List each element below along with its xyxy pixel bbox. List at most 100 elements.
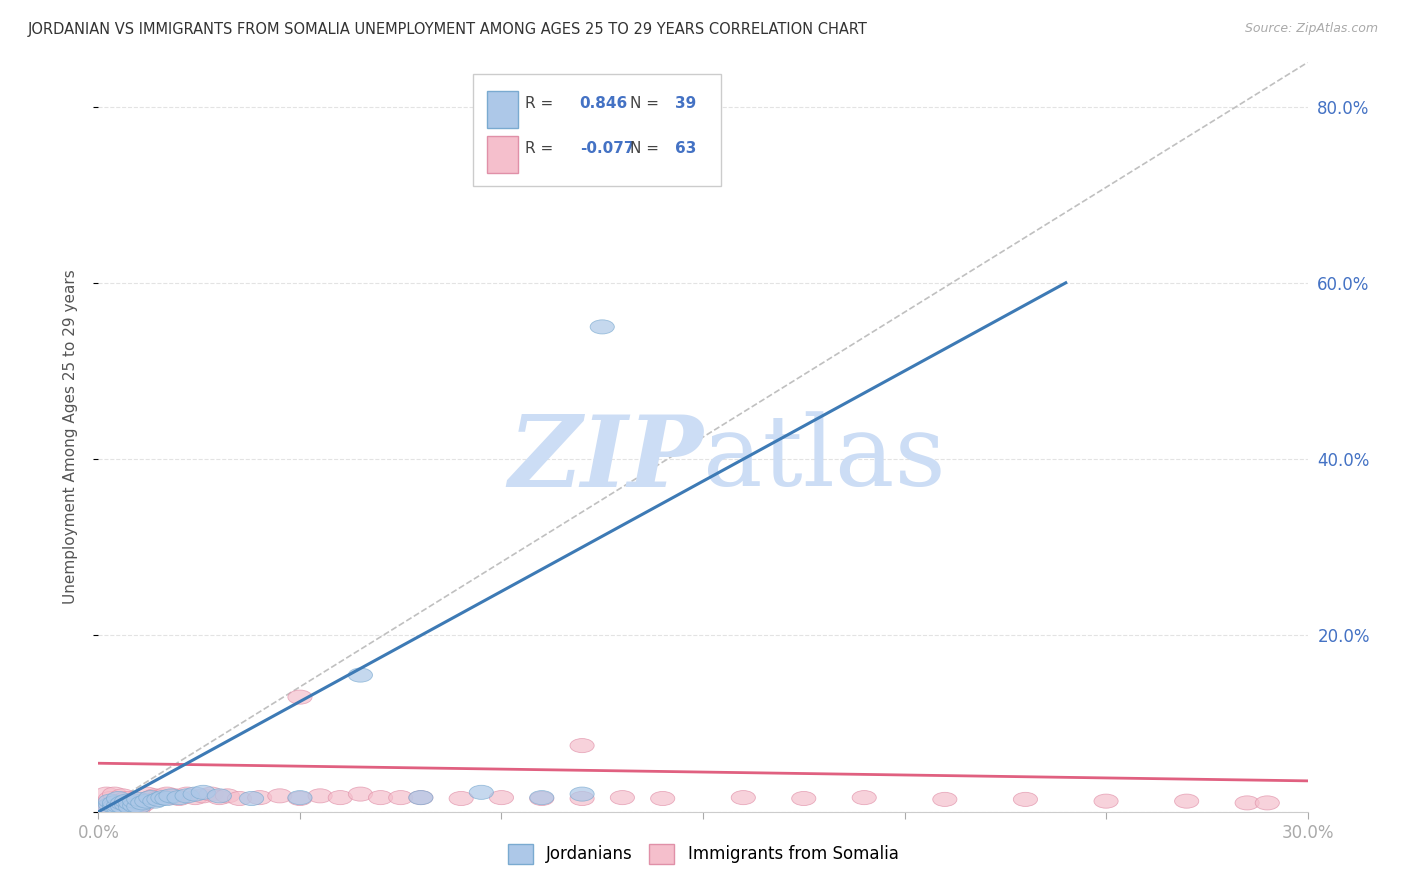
Ellipse shape — [139, 790, 163, 805]
Ellipse shape — [167, 791, 191, 805]
Text: R =: R = — [526, 96, 558, 112]
Y-axis label: Unemployment Among Ages 25 to 29 years: Unemployment Among Ages 25 to 29 years — [63, 269, 77, 605]
Ellipse shape — [98, 800, 122, 814]
Ellipse shape — [207, 789, 232, 803]
Ellipse shape — [98, 794, 122, 808]
Ellipse shape — [228, 791, 252, 805]
Ellipse shape — [98, 791, 122, 805]
Ellipse shape — [792, 791, 815, 805]
Ellipse shape — [191, 785, 215, 799]
Ellipse shape — [388, 790, 413, 805]
Ellipse shape — [150, 790, 174, 805]
Ellipse shape — [308, 789, 332, 803]
Ellipse shape — [569, 787, 595, 801]
Text: 39: 39 — [675, 96, 696, 112]
Ellipse shape — [118, 796, 143, 810]
Ellipse shape — [1234, 796, 1260, 810]
Ellipse shape — [349, 668, 373, 682]
Text: -0.077: -0.077 — [579, 141, 634, 156]
Ellipse shape — [143, 794, 167, 808]
Ellipse shape — [191, 789, 215, 803]
Ellipse shape — [94, 800, 118, 814]
Ellipse shape — [118, 800, 143, 814]
Ellipse shape — [1014, 792, 1038, 806]
FancyBboxPatch shape — [486, 91, 517, 128]
Text: R =: R = — [526, 141, 558, 156]
Ellipse shape — [122, 799, 146, 814]
Ellipse shape — [114, 797, 139, 812]
Ellipse shape — [239, 791, 264, 805]
Ellipse shape — [111, 799, 135, 814]
Ellipse shape — [127, 792, 150, 806]
Ellipse shape — [139, 790, 163, 805]
Ellipse shape — [107, 791, 131, 805]
Text: 63: 63 — [675, 141, 696, 156]
Ellipse shape — [288, 791, 312, 805]
Ellipse shape — [131, 797, 155, 812]
Ellipse shape — [103, 787, 127, 801]
Text: JORDANIAN VS IMMIGRANTS FROM SOMALIA UNEMPLOYMENT AMONG AGES 25 TO 29 YEARS CORR: JORDANIAN VS IMMIGRANTS FROM SOMALIA UNE… — [28, 22, 868, 37]
Ellipse shape — [98, 797, 122, 812]
Ellipse shape — [127, 796, 150, 810]
Ellipse shape — [155, 791, 179, 805]
Ellipse shape — [111, 799, 135, 814]
Ellipse shape — [288, 790, 312, 805]
Ellipse shape — [94, 787, 118, 801]
Ellipse shape — [103, 799, 127, 814]
Ellipse shape — [159, 789, 183, 803]
Ellipse shape — [90, 800, 114, 814]
Ellipse shape — [207, 790, 232, 805]
Ellipse shape — [409, 790, 433, 805]
Ellipse shape — [932, 792, 957, 806]
Ellipse shape — [107, 798, 131, 813]
Ellipse shape — [247, 790, 271, 805]
Ellipse shape — [651, 791, 675, 805]
Ellipse shape — [114, 797, 139, 812]
Ellipse shape — [146, 790, 172, 805]
Ellipse shape — [159, 790, 183, 805]
Text: Source: ZipAtlas.com: Source: ZipAtlas.com — [1244, 22, 1378, 36]
Ellipse shape — [288, 690, 312, 704]
Text: ZIP: ZIP — [508, 411, 703, 508]
Ellipse shape — [111, 789, 135, 803]
Ellipse shape — [155, 787, 179, 801]
Ellipse shape — [167, 790, 191, 805]
Ellipse shape — [200, 787, 224, 801]
Ellipse shape — [1256, 796, 1279, 810]
Ellipse shape — [852, 790, 876, 805]
Ellipse shape — [530, 790, 554, 805]
Ellipse shape — [127, 799, 150, 814]
FancyBboxPatch shape — [486, 136, 517, 172]
Ellipse shape — [118, 796, 143, 810]
Ellipse shape — [409, 790, 433, 805]
Ellipse shape — [143, 789, 167, 803]
Ellipse shape — [1094, 794, 1118, 808]
Ellipse shape — [183, 790, 207, 805]
Ellipse shape — [163, 789, 187, 803]
Ellipse shape — [530, 791, 554, 805]
Ellipse shape — [114, 791, 139, 805]
Text: N =: N = — [630, 141, 664, 156]
Ellipse shape — [131, 796, 155, 810]
Ellipse shape — [183, 787, 207, 801]
Ellipse shape — [103, 797, 127, 812]
Ellipse shape — [114, 794, 139, 808]
Ellipse shape — [174, 787, 200, 801]
Ellipse shape — [569, 739, 595, 753]
Ellipse shape — [150, 789, 174, 803]
Ellipse shape — [267, 789, 292, 803]
Ellipse shape — [111, 796, 135, 810]
Ellipse shape — [135, 794, 159, 808]
Ellipse shape — [368, 790, 392, 805]
Ellipse shape — [591, 320, 614, 334]
Text: atlas: atlas — [703, 412, 946, 508]
Ellipse shape — [349, 787, 373, 801]
Ellipse shape — [127, 801, 150, 815]
Ellipse shape — [122, 794, 146, 808]
FancyBboxPatch shape — [474, 74, 721, 186]
Legend: Jordanians, Immigrants from Somalia: Jordanians, Immigrants from Somalia — [501, 838, 905, 871]
Ellipse shape — [470, 785, 494, 799]
Ellipse shape — [146, 792, 172, 806]
Ellipse shape — [103, 796, 127, 810]
Ellipse shape — [107, 801, 131, 815]
